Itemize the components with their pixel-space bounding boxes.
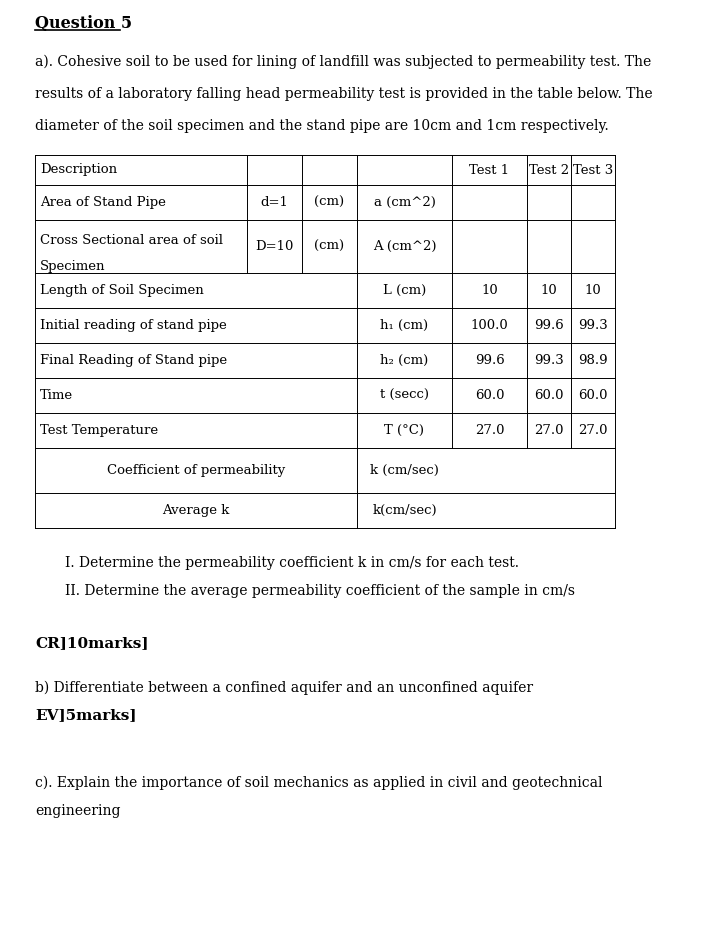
Text: Coefficient of permeability: Coefficient of permeability: [107, 464, 285, 477]
Text: 99.6: 99.6: [474, 354, 505, 367]
Text: 98.9: 98.9: [578, 354, 608, 367]
Text: 27.0: 27.0: [534, 424, 564, 437]
Text: 27.0: 27.0: [474, 424, 504, 437]
Text: Question 5: Question 5: [35, 15, 132, 32]
Text: T (°C): T (°C): [384, 424, 425, 437]
Text: a (cm^2): a (cm^2): [374, 196, 436, 209]
Text: Test Temperature: Test Temperature: [40, 424, 158, 437]
Text: 99.3: 99.3: [534, 354, 564, 367]
Text: Time: Time: [40, 389, 73, 402]
Text: b) Differentiate between a confined aquifer and an unconfined aquifer: b) Differentiate between a confined aqui…: [35, 681, 533, 696]
Text: (cm): (cm): [315, 196, 345, 209]
Text: II. Determine the average permeability coefficient of the sample in cm/s: II. Determine the average permeability c…: [65, 584, 575, 598]
Text: d=1: d=1: [261, 196, 289, 209]
Text: Final Reading of Stand pipe: Final Reading of Stand pipe: [40, 354, 227, 367]
Text: Area of Stand Pipe: Area of Stand Pipe: [40, 196, 166, 209]
Text: 10: 10: [585, 284, 601, 297]
Text: 99.6: 99.6: [534, 319, 564, 332]
Text: Specimen: Specimen: [40, 260, 106, 273]
Text: Test 1: Test 1: [469, 164, 510, 177]
Text: c). Explain the importance of soil mechanics as applied in civil and geotechnica: c). Explain the importance of soil mecha…: [35, 776, 603, 790]
Text: 10: 10: [541, 284, 557, 297]
Text: Average k: Average k: [162, 504, 230, 517]
Text: D=10: D=10: [256, 240, 294, 253]
Text: L (cm): L (cm): [383, 284, 426, 297]
Text: Cross Sectional area of soil: Cross Sectional area of soil: [40, 234, 223, 247]
Text: 10: 10: [481, 284, 498, 297]
Text: Description: Description: [40, 164, 117, 177]
Text: A (cm^2): A (cm^2): [373, 240, 436, 253]
Text: 27.0: 27.0: [578, 424, 608, 437]
Text: t (secc): t (secc): [380, 389, 429, 402]
Text: (cm): (cm): [315, 240, 345, 253]
Text: I. Determine the permeability coefficient k in cm/s for each test.: I. Determine the permeability coefficien…: [65, 556, 519, 570]
Text: 60.0: 60.0: [578, 389, 608, 402]
Text: 100.0: 100.0: [471, 319, 508, 332]
Text: h₂ (cm): h₂ (cm): [380, 354, 428, 367]
Text: Test 2: Test 2: [529, 164, 569, 177]
Text: 60.0: 60.0: [474, 389, 504, 402]
Text: Initial reading of stand pipe: Initial reading of stand pipe: [40, 319, 227, 332]
Text: h₁ (cm): h₁ (cm): [380, 319, 428, 332]
Text: a). Cohesive soil to be used for lining of landfill was subjected to permeabilit: a). Cohesive soil to be used for lining …: [35, 55, 652, 69]
Text: results of a laboratory falling head permeability test is provided in the table : results of a laboratory falling head per…: [35, 87, 652, 101]
Text: CR]10marks]: CR]10marks]: [35, 636, 148, 650]
Text: 60.0: 60.0: [534, 389, 564, 402]
Text: k(cm/sec): k(cm/sec): [372, 504, 437, 517]
Text: 99.3: 99.3: [578, 319, 608, 332]
Text: Length of Soil Specimen: Length of Soil Specimen: [40, 284, 204, 297]
Text: Test 3: Test 3: [573, 164, 613, 177]
Text: engineering: engineering: [35, 804, 120, 818]
Text: k (cm/sec): k (cm/sec): [370, 464, 439, 477]
Text: EV]5marks]: EV]5marks]: [35, 708, 137, 722]
Text: diameter of the soil specimen and the stand pipe are 10cm and 1cm respectively.: diameter of the soil specimen and the st…: [35, 119, 608, 133]
